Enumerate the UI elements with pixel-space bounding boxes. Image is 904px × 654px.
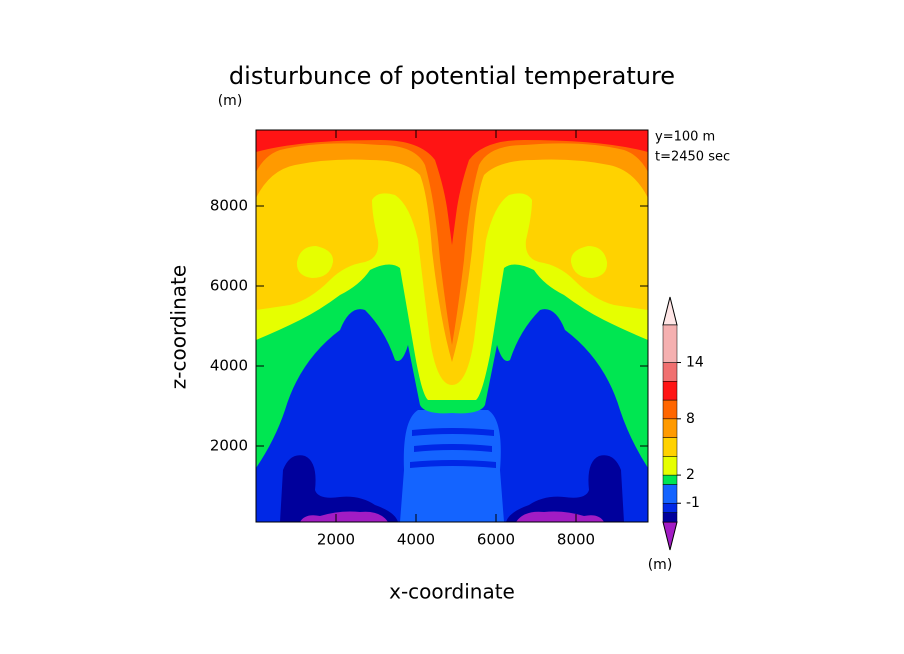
x-axis-label: x-coordinate xyxy=(389,580,515,604)
contour-region xyxy=(412,428,494,436)
contour-region xyxy=(506,455,624,522)
colorbar-box xyxy=(662,474,678,485)
contour-region xyxy=(570,246,608,278)
contour-region xyxy=(414,444,492,452)
colorbar-box xyxy=(662,502,678,513)
colorbar-box xyxy=(662,381,678,401)
y-tick-label: 4000 xyxy=(210,357,248,375)
colorbar-box xyxy=(662,512,678,523)
x-tick-label: 8000 xyxy=(557,531,595,549)
contour-region xyxy=(300,511,388,522)
contour-region xyxy=(410,460,496,468)
colorbar-tick-label: 2 xyxy=(686,467,695,483)
colorbar-tick-label: 8 xyxy=(686,411,695,427)
colorbar-box xyxy=(662,324,678,363)
contour-region xyxy=(296,246,334,278)
x-tick-label: 2000 xyxy=(317,531,355,549)
annotation: y=100 m xyxy=(655,130,715,145)
y-axis-label: z-coordinate xyxy=(167,265,191,389)
x-tick-label: 4000 xyxy=(397,531,435,549)
y-tick-label: 8000 xyxy=(210,197,248,215)
y-tick-label: 6000 xyxy=(210,277,248,295)
colorbar-box xyxy=(662,399,678,420)
chart-title: disturbunce of potential temperature xyxy=(229,62,675,90)
unit-label: (m) xyxy=(218,93,243,109)
x-tick-label: 6000 xyxy=(477,531,515,549)
colorbar-box xyxy=(662,362,678,382)
y-tick-label: 2000 xyxy=(210,437,248,455)
colorbar-box xyxy=(662,418,678,438)
colorbar-box xyxy=(662,437,678,457)
colorbar-extension xyxy=(662,296,678,326)
colorbar-box xyxy=(662,456,678,476)
colorbar-extension xyxy=(662,521,678,551)
annotation: t=2450 sec xyxy=(655,150,730,165)
contour-region xyxy=(280,455,398,522)
contour-field xyxy=(256,130,648,522)
contour-region xyxy=(516,511,604,522)
colorbar-tick-label: 14 xyxy=(686,355,704,371)
colorbar-label: (m) xyxy=(648,557,673,573)
colorbar-tick-label: -1 xyxy=(686,495,700,511)
plot-frame xyxy=(255,129,649,523)
contour-region xyxy=(256,130,648,245)
colorbar-box xyxy=(662,484,678,504)
